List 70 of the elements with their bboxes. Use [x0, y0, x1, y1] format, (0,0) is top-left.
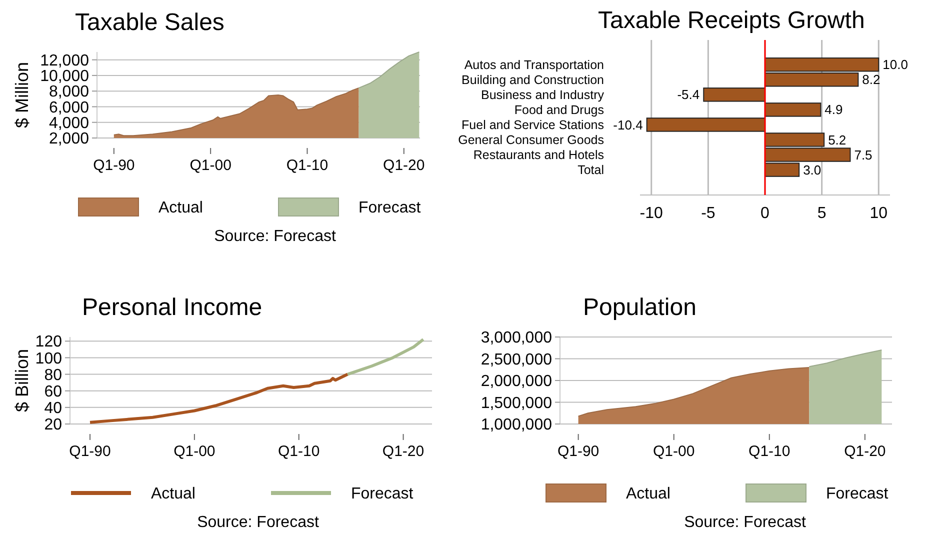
- x-tick-label: Q1-20: [383, 157, 425, 174]
- y-tick-label: Building and Construction: [462, 73, 604, 88]
- x-tick-label: Q1-10: [286, 157, 328, 174]
- legend-label: Actual: [626, 486, 670, 503]
- chart-title: Taxable Sales: [75, 9, 224, 36]
- y-tick-label: 2,000: [48, 130, 90, 148]
- legend-label: Forecast: [826, 486, 889, 503]
- data-label: 10.0: [882, 57, 908, 72]
- y-tick-label: Fuel and Service Stations: [462, 118, 604, 132]
- x-tick-label: Q1-90: [69, 443, 111, 460]
- data-label: 3.0: [803, 162, 822, 178]
- x-tick-label: Q1-20: [382, 443, 424, 460]
- x-tick-label: 10: [870, 205, 888, 222]
- x-tick-label: Q1-00: [174, 443, 216, 460]
- y-tick-label: 10,000: [40, 68, 90, 86]
- source-note: Source: Forecast: [684, 514, 806, 531]
- y-axis-title: $ Million: [12, 62, 32, 128]
- chart-title: Personal Income: [82, 294, 262, 321]
- y-tick-label: 100: [35, 350, 62, 368]
- data-label: 8.2: [862, 72, 880, 88]
- bar: [703, 88, 766, 102]
- x-tick-label: Q1-10: [278, 443, 320, 460]
- y-tick-label: Autos and Transportation: [464, 58, 604, 72]
- legend-label: Forecast: [351, 486, 414, 503]
- line-series: [88, 372, 350, 424]
- y-tick-label: 1,000,000: [480, 416, 552, 434]
- chart-title: Population: [583, 294, 696, 321]
- x-tick-label: 0: [760, 205, 770, 222]
- y-tick-label: 2,000,000: [480, 373, 552, 390]
- legend-label: Actual: [158, 200, 203, 217]
- x-tick-label: Q1-00: [653, 443, 695, 460]
- y-tick-label: Business and Industry: [481, 88, 605, 102]
- legend-label: Actual: [151, 486, 196, 503]
- data-label: 7.5: [854, 147, 872, 162]
- bar: [764, 102, 822, 117]
- data-label: -10.4: [613, 117, 643, 132]
- y-tick-label: 60: [44, 383, 62, 400]
- y-tick-label: Restaurants and Hotels: [473, 148, 604, 162]
- y-tick-label: 4,000: [48, 114, 90, 132]
- x-tick-label: Q1-90: [93, 157, 135, 174]
- y-tick-label: 20: [44, 416, 62, 434]
- legend-label: Forecast: [358, 200, 422, 217]
- y-tick-label: 12,000: [40, 52, 90, 70]
- x-tick-label: Q1-90: [557, 443, 600, 460]
- x-tick-label: -10: [640, 205, 664, 222]
- y-tick-label: Total: [578, 163, 604, 178]
- data-label: 4.9: [824, 102, 843, 118]
- x-tick-label: -5: [701, 205, 716, 222]
- y-tick-label: 3,000,000: [480, 330, 552, 347]
- bar: [646, 118, 766, 132]
- source-note: Source: Forecast: [197, 514, 320, 531]
- y-axis-title: $ Billion: [12, 348, 32, 412]
- line-series: [346, 338, 425, 376]
- y-tick-label: 2,500,000: [480, 351, 552, 368]
- data-label: -5.4: [677, 87, 700, 102]
- y-tick-label: 8,000: [48, 84, 90, 101]
- x-tick-label: 5: [817, 205, 826, 222]
- y-tick-label: 80: [44, 366, 62, 384]
- chart-title: Taxable Receipts Growth: [598, 7, 865, 34]
- y-tick-label: Food and Drugs: [514, 103, 604, 118]
- y-tick-label: 6,000: [48, 99, 90, 116]
- data-label: 5.2: [828, 132, 846, 148]
- source-note: Source: Forecast: [214, 228, 336, 245]
- x-tick-label: Q1-00: [190, 157, 232, 174]
- y-tick-label: 40: [44, 400, 62, 418]
- x-tick-label: Q1-10: [748, 443, 790, 460]
- y-tick-label: 120: [35, 334, 62, 351]
- y-tick-label: General Consumer Goods: [458, 133, 604, 148]
- y-tick-label: 1,500,000: [480, 394, 552, 412]
- x-tick-label: Q1-20: [844, 443, 886, 460]
